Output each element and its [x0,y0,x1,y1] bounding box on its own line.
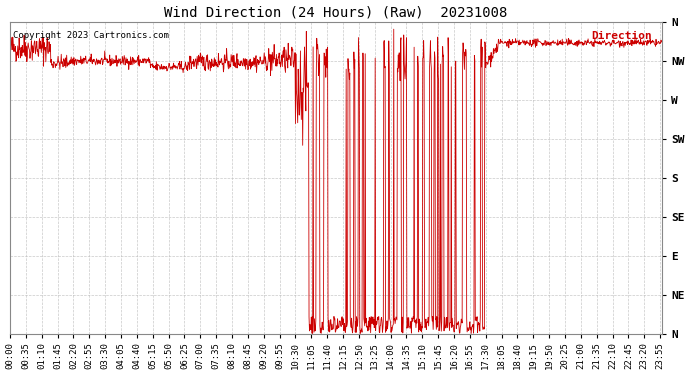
Text: Direction: Direction [591,32,652,42]
Text: Copyright 2023 Cartronics.com: Copyright 2023 Cartronics.com [13,32,169,40]
Title: Wind Direction (24 Hours) (Raw)  20231008: Wind Direction (24 Hours) (Raw) 20231008 [164,6,508,20]
